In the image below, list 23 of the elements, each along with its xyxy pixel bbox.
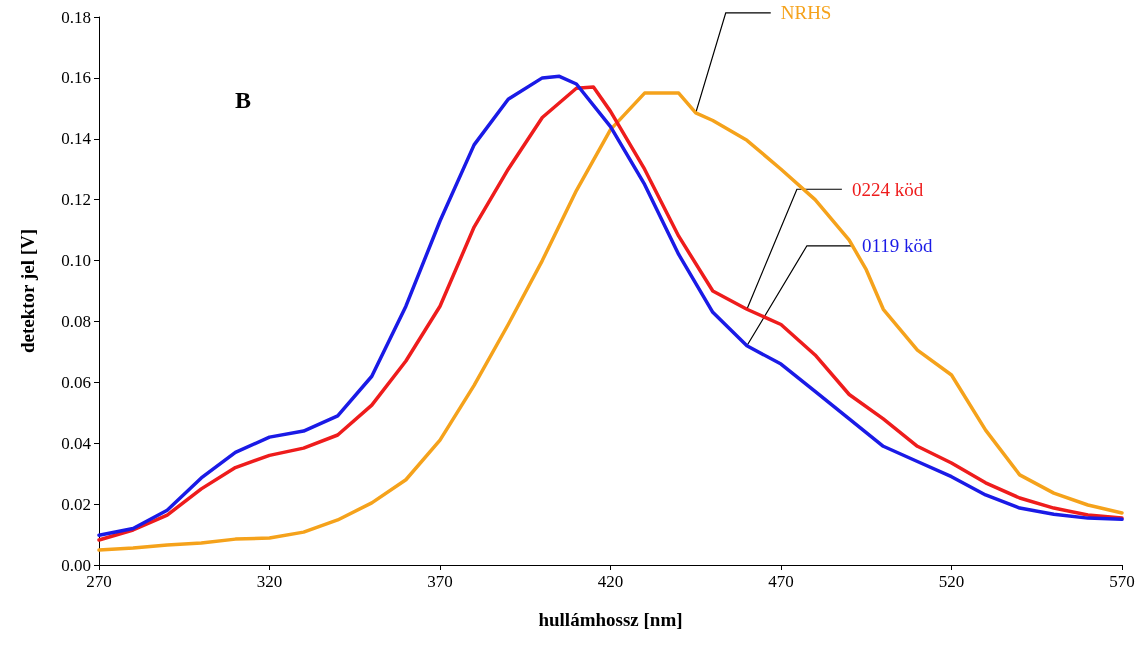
x-tick-label: 470	[768, 572, 794, 591]
text: NRHS	[780, 2, 832, 24]
text: 0119 köd	[861, 235, 933, 257]
y-tick-label: 0.18	[61, 7, 91, 27]
x-tick-label: 420	[597, 572, 624, 591]
y-tick-label: 0.08	[61, 311, 91, 331]
y-tick-label: 0.14	[61, 129, 92, 149]
x-tick-label: 320	[256, 572, 283, 591]
y-tick-label: 0.04	[61, 433, 92, 453]
x-tick-label: 370	[427, 572, 453, 591]
y-axis-title: detektor jel [V]	[17, 228, 38, 354]
x-tick-label: 520	[938, 572, 965, 591]
text: 0224 köd	[851, 178, 924, 200]
y-tick-label: 0.10	[61, 251, 91, 271]
y-tick-label: 0.12	[61, 190, 91, 210]
x-tick-label: 570	[1109, 572, 1135, 591]
y-tick-label: 0.16	[61, 68, 91, 88]
y-tick-label: 0.00	[61, 555, 91, 575]
y-tick-label: 0.02	[61, 494, 91, 514]
x-tick-label: 270	[86, 572, 112, 591]
annotation: B	[235, 87, 252, 113]
x-axis-title: hullámhossz [nm]	[538, 609, 683, 630]
y-tick-label: 0.06	[61, 372, 91, 392]
